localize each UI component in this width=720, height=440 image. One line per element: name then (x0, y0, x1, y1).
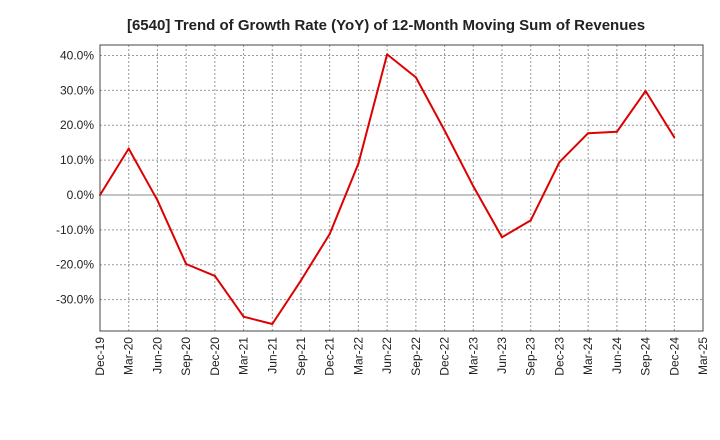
data-point (644, 90, 647, 93)
x-tick-label: Jun-20 (150, 337, 164, 374)
data-point (414, 76, 417, 79)
y-tick-label: 40.0% (60, 48, 94, 62)
x-tick-label: Dec-19 (93, 337, 107, 376)
data-point (213, 274, 216, 277)
data-point (558, 161, 561, 164)
x-tick-label: Mar-21 (237, 337, 251, 375)
x-tick-label: Jun-21 (265, 337, 279, 374)
data-point (501, 236, 503, 239)
y-tick-label: -30.0% (56, 293, 94, 307)
data-point (242, 315, 245, 318)
y-tick-label: 10.0% (60, 153, 94, 167)
x-tick-label: Jun-24 (610, 337, 624, 374)
data-point (185, 263, 188, 266)
data-point (300, 279, 302, 282)
x-tick-label: Sep-21 (294, 337, 308, 376)
x-axis-ticks: Dec-19 Mar-20 Jun-20 Sep-20 Dec-20 Mar-21 Jun-… (93, 337, 710, 376)
data-point (357, 162, 360, 165)
x-tick-label: Sep-23 (524, 337, 538, 376)
data-point (271, 323, 274, 326)
y-tick-label: 0.0% (67, 188, 95, 202)
x-tick-label: Mar-25 (696, 337, 710, 375)
data-point (156, 199, 159, 202)
y-axis-ticks: 40.0% 30.0% 20.0% 10.0% 0.0% -10.0% -20.0% -30.… (56, 48, 94, 306)
x-tick-label: Dec-20 (208, 337, 222, 376)
chart-title: [6540] Trend of Growth Rate (YoY) of 12-… (127, 17, 645, 34)
x-tick-label: Dec-23 (552, 337, 566, 376)
data-point (587, 132, 590, 135)
x-tick-label: Dec-22 (438, 337, 452, 376)
x-tick-label: Dec-24 (667, 337, 681, 376)
x-tick-label: Mar-23 (466, 337, 480, 375)
y-tick-label: 20.0% (60, 118, 94, 132)
x-tick-label: Jun-23 (495, 337, 509, 374)
y-tick-label: -10.0% (56, 223, 94, 237)
data-point (673, 136, 676, 139)
data-point (529, 219, 532, 222)
data-point (472, 185, 475, 188)
data-point (127, 147, 130, 150)
y-tick-label: -20.0% (56, 258, 94, 272)
x-tick-label: Sep-20 (179, 337, 193, 376)
data-point (615, 130, 618, 133)
data-point (328, 233, 331, 236)
x-tick-label: Mar-24 (581, 337, 595, 375)
plot-area-frame (99, 44, 704, 332)
x-tick-label: Mar-22 (351, 337, 365, 375)
x-tick-label: Dec-21 (323, 337, 337, 376)
x-tick-label: Sep-24 (639, 337, 653, 376)
data-point (386, 53, 389, 56)
y-tick-label: 30.0% (60, 83, 94, 97)
grid (100, 45, 703, 331)
series-group (99, 53, 676, 326)
x-tick-label: Mar-20 (122, 337, 136, 375)
x-tick-label: Jun-22 (380, 337, 394, 374)
data-point (443, 129, 446, 132)
x-tick-label: Sep-22 (409, 337, 423, 376)
